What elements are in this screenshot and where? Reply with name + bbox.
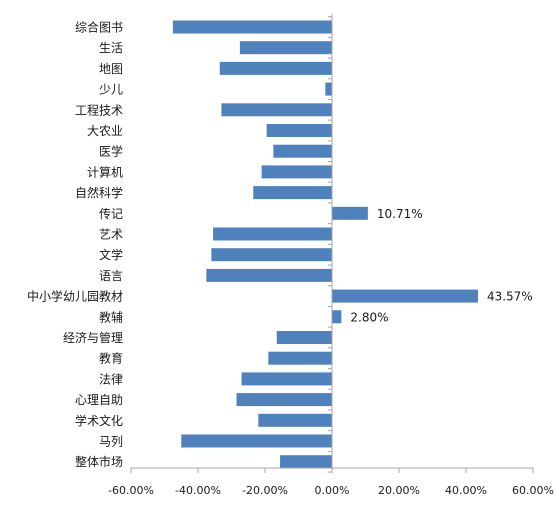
data-label: 10.71% (377, 207, 423, 221)
category-label: 学术文化 (75, 413, 123, 428)
category-labels: 综合图书生活地图少儿工程技术大农业医学计算机自然科学传记艺术文学语言中小学幼儿园… (27, 20, 123, 470)
bar-21 (181, 434, 332, 448)
category-label: 地图 (99, 62, 123, 76)
category-label: 大农业 (87, 124, 123, 138)
category-label: 教育 (99, 351, 123, 366)
bar-9 (253, 186, 332, 200)
bar-7 (273, 144, 333, 158)
bar-13 (206, 268, 333, 282)
data-label: 43.57% (487, 290, 533, 304)
data-label: 2.80% (350, 310, 388, 324)
x-tick-label: -60.00% (108, 484, 154, 497)
category-label: 教辅 (99, 309, 123, 324)
bar-15 (332, 310, 342, 324)
bar-19 (236, 393, 332, 407)
category-label: 整体市场 (75, 454, 123, 469)
x-tick-label: 20.00% (378, 484, 420, 497)
bar-10 (332, 206, 368, 220)
bar-20 (258, 413, 332, 427)
bar-1 (172, 20, 333, 34)
x-tick-label: 60.00% (512, 484, 554, 497)
bar-12 (211, 248, 332, 262)
category-label: 经济与管理 (63, 330, 123, 345)
bar-6 (266, 124, 332, 137)
x-tick-labels: -60.00% -40.00% -20.00% 0.00% 20.00% 40.00% 60… (108, 484, 554, 497)
category-label: 综合图书 (75, 20, 123, 35)
bar-17 (268, 351, 332, 365)
category-label: 马列 (99, 435, 123, 449)
bar-8 (261, 165, 332, 179)
bars-layer (172, 20, 478, 469)
category-label: 工程技术 (75, 102, 123, 117)
category-label: 中小学幼儿园教材 (27, 289, 123, 304)
category-label: 心理自助 (75, 393, 123, 407)
bar-5 (221, 103, 332, 117)
bar-3 (219, 61, 332, 75)
category-label: 法律 (99, 372, 123, 386)
bar-4 (325, 82, 332, 96)
bar-14 (332, 289, 478, 303)
category-label: 计算机 (87, 164, 123, 179)
bar-2 (239, 41, 333, 55)
axis-layer (130, 14, 534, 473)
bar-18 (241, 372, 332, 386)
bar-22 (280, 455, 332, 469)
x-tick-label: -40.00% (175, 484, 221, 497)
category-label: 文学 (99, 247, 123, 262)
category-label: 医学 (99, 144, 123, 159)
x-tick-label: 40.00% (445, 484, 487, 497)
category-label: 语言 (99, 269, 123, 283)
category-label: 传记 (99, 206, 123, 221)
data-labels: 10.71% 43.57% 2.80% (350, 207, 532, 324)
x-tick-label: -20.00% (242, 484, 288, 497)
category-label: 艺术 (99, 228, 123, 242)
bar-16 (276, 331, 332, 344)
bar-11 (213, 227, 332, 241)
category-label: 生活 (99, 41, 123, 55)
x-tick-label: 0.00% (315, 484, 350, 497)
category-label: 少儿 (99, 83, 123, 97)
category-label: 自然科学 (75, 185, 123, 200)
